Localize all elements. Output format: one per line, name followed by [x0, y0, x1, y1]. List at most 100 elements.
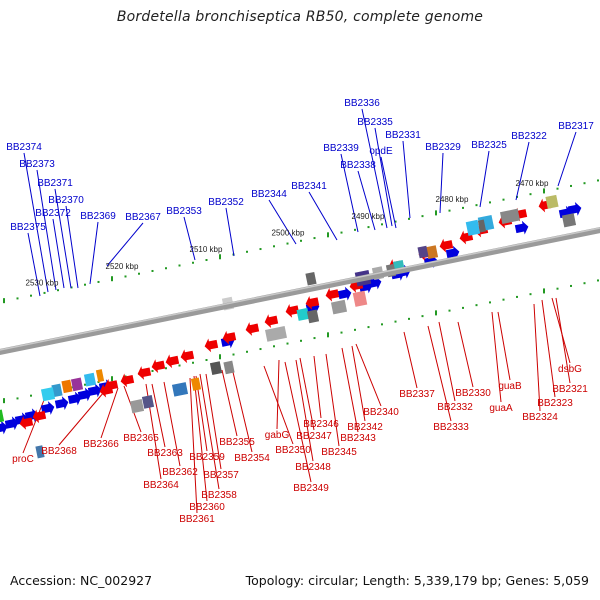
gene-label-forward[interactable]: BB2336 — [344, 98, 380, 109]
gene-label-forward[interactable]: BB2375 — [10, 222, 46, 233]
kbp-label: 2530 kbp — [26, 278, 59, 287]
gene-label-reverse[interactable]: BB2358 — [201, 490, 237, 501]
gene-box — [330, 299, 348, 315]
gene-label-forward[interactable]: BB2367 — [125, 212, 161, 223]
scale-tick — [165, 267, 167, 270]
gene-label-reverse[interactable]: BB2362 — [162, 467, 198, 478]
gene-label-reverse[interactable]: gabG — [265, 430, 290, 441]
gene-label-forward[interactable]: BB2341 — [291, 181, 327, 192]
gene-label-reverse[interactable]: BB2368 — [41, 446, 77, 457]
gene-label-reverse[interactable]: BB2365 — [123, 433, 159, 444]
gene-box — [190, 377, 202, 391]
gene-label-forward[interactable]: BB2371 — [37, 178, 73, 189]
scale-tick — [340, 231, 343, 234]
gene-label-forward[interactable]: BB2352 — [208, 197, 244, 208]
gene-label-reverse[interactable]: BB2323 — [537, 398, 573, 409]
scale-tick — [340, 331, 343, 334]
reverse-gene-arrow — [32, 409, 47, 424]
gene-label-forward[interactable]: BB2317 — [558, 121, 594, 132]
gene-label-reverse-leader — [427, 325, 452, 422]
gene-label-forward-leader — [515, 141, 530, 201]
scale-tick — [124, 275, 127, 278]
scale-tick — [84, 283, 86, 286]
gene-label-forward-leader — [374, 127, 393, 227]
gene-label-reverse[interactable]: BB2343 — [340, 433, 376, 444]
scale-tick — [570, 184, 572, 187]
forward-gene-arrow — [87, 383, 102, 398]
gene-label-reverse[interactable]: BB2330 — [455, 388, 491, 399]
gene-label-reverse[interactable]: BB2360 — [189, 502, 225, 513]
gene-label-reverse[interactable]: BB2340 — [363, 407, 399, 418]
gene-label-forward[interactable]: BB2373 — [19, 159, 55, 170]
gene-label-reverse[interactable]: BB2321 — [552, 384, 588, 395]
gene-label-reverse-leader — [533, 303, 541, 412]
scale-tick — [489, 301, 491, 304]
kbp-label: 2470 kbp — [516, 179, 549, 188]
gene-label-reverse[interactable]: BB2361 — [179, 514, 215, 525]
reverse-gene-arrow — [204, 338, 219, 353]
gene-label-reverse-leader — [221, 369, 238, 437]
gene-label-reverse-leader — [555, 297, 571, 384]
gene-label-reverse-leader — [295, 359, 314, 462]
gene-label-reverse[interactable]: BB2333 — [433, 422, 469, 433]
gene-label-forward[interactable]: BB2370 — [48, 195, 84, 206]
gene-label-reverse-leader — [299, 357, 315, 431]
gene-box — [51, 383, 63, 398]
gene-label-reverse[interactable]: BB2350 — [275, 445, 311, 456]
gene-label-forward[interactable]: BB2322 — [511, 131, 547, 142]
gene-label-forward[interactable]: BB2331 — [385, 130, 421, 141]
gene-label-reverse[interactable]: BB2348 — [295, 462, 331, 473]
gene-label-forward-leader — [268, 199, 297, 245]
gene-label-forward[interactable]: BB2372 — [35, 208, 71, 219]
gene-label-reverse[interactable]: BB2342 — [347, 422, 383, 433]
gene-label-forward[interactable]: BB2344 — [251, 189, 287, 200]
gene-label-reverse[interactable]: BB2347 — [296, 431, 332, 442]
gene-label-reverse[interactable]: BB2332 — [437, 402, 473, 413]
gene-label-reverse[interactable]: guaA — [489, 403, 513, 414]
gene-label-reverse-leader — [193, 375, 208, 502]
gene-label-forward[interactable]: BB2339 — [323, 143, 359, 154]
scale-ticks-top — [3, 179, 599, 304]
summary-text: Topology: circular; Length: 5,339,179 bp… — [245, 573, 589, 588]
gene-box — [209, 361, 223, 375]
gene-label-reverse[interactable]: BB2355 — [219, 437, 255, 448]
reverse-gene-arrow — [151, 359, 166, 373]
gene-label-reverse[interactable]: guaB — [498, 381, 522, 392]
scale-tick — [3, 398, 5, 404]
gene-label-forward[interactable]: BB2369 — [80, 211, 116, 222]
gene-label-reverse[interactable]: BB2364 — [143, 480, 179, 491]
gene-label-forward[interactable]: opdE — [369, 146, 393, 157]
gene-label-reverse[interactable]: dsbG — [558, 364, 582, 375]
gene-label-forward[interactable]: BB2325 — [471, 140, 507, 151]
gene-label-forward[interactable]: BB2374 — [6, 142, 42, 153]
gene-label-reverse[interactable]: BB2366 — [83, 439, 119, 450]
gene-label-reverse[interactable]: proC — [12, 454, 34, 465]
gene-box — [477, 219, 487, 233]
scale-tick — [300, 239, 302, 242]
gene-label-forward[interactable]: BB2338 — [340, 160, 376, 171]
gene-label-reverse[interactable]: BB2337 — [399, 389, 435, 400]
gene-label-forward[interactable]: BB2329 — [425, 142, 461, 153]
gene-label-reverse-leader — [231, 367, 253, 453]
gene-label-reverse-leader — [491, 311, 502, 403]
gene-label-reverse[interactable]: BB2349 — [293, 483, 329, 494]
gene-label-reverse[interactable]: BB2357 — [203, 470, 239, 481]
scale-tick — [597, 279, 599, 282]
scale-tick — [178, 264, 181, 267]
gene-label-forward[interactable]: BB2335 — [357, 117, 393, 128]
gene-label-reverse[interactable]: BB2346 — [303, 419, 339, 430]
kbp-label: 2480 kbp — [436, 195, 469, 204]
reverse-gene-arrow — [222, 330, 237, 345]
scale-tick — [205, 259, 208, 262]
gene-label-reverse[interactable]: BB2345 — [321, 447, 357, 458]
scale-tick — [408, 217, 410, 220]
scale-tick — [354, 228, 356, 231]
gene-label-reverse[interactable]: BB2359 — [189, 452, 225, 463]
gene-label-reverse[interactable]: BB2354 — [234, 453, 270, 464]
gene-label-reverse-leader — [457, 321, 474, 388]
gene-label-reverse[interactable]: BB2363 — [147, 448, 183, 459]
scale-tick — [408, 317, 410, 320]
gene-label-forward[interactable]: BB2353 — [166, 206, 202, 217]
gene-label-reverse[interactable]: BB2324 — [522, 412, 558, 423]
